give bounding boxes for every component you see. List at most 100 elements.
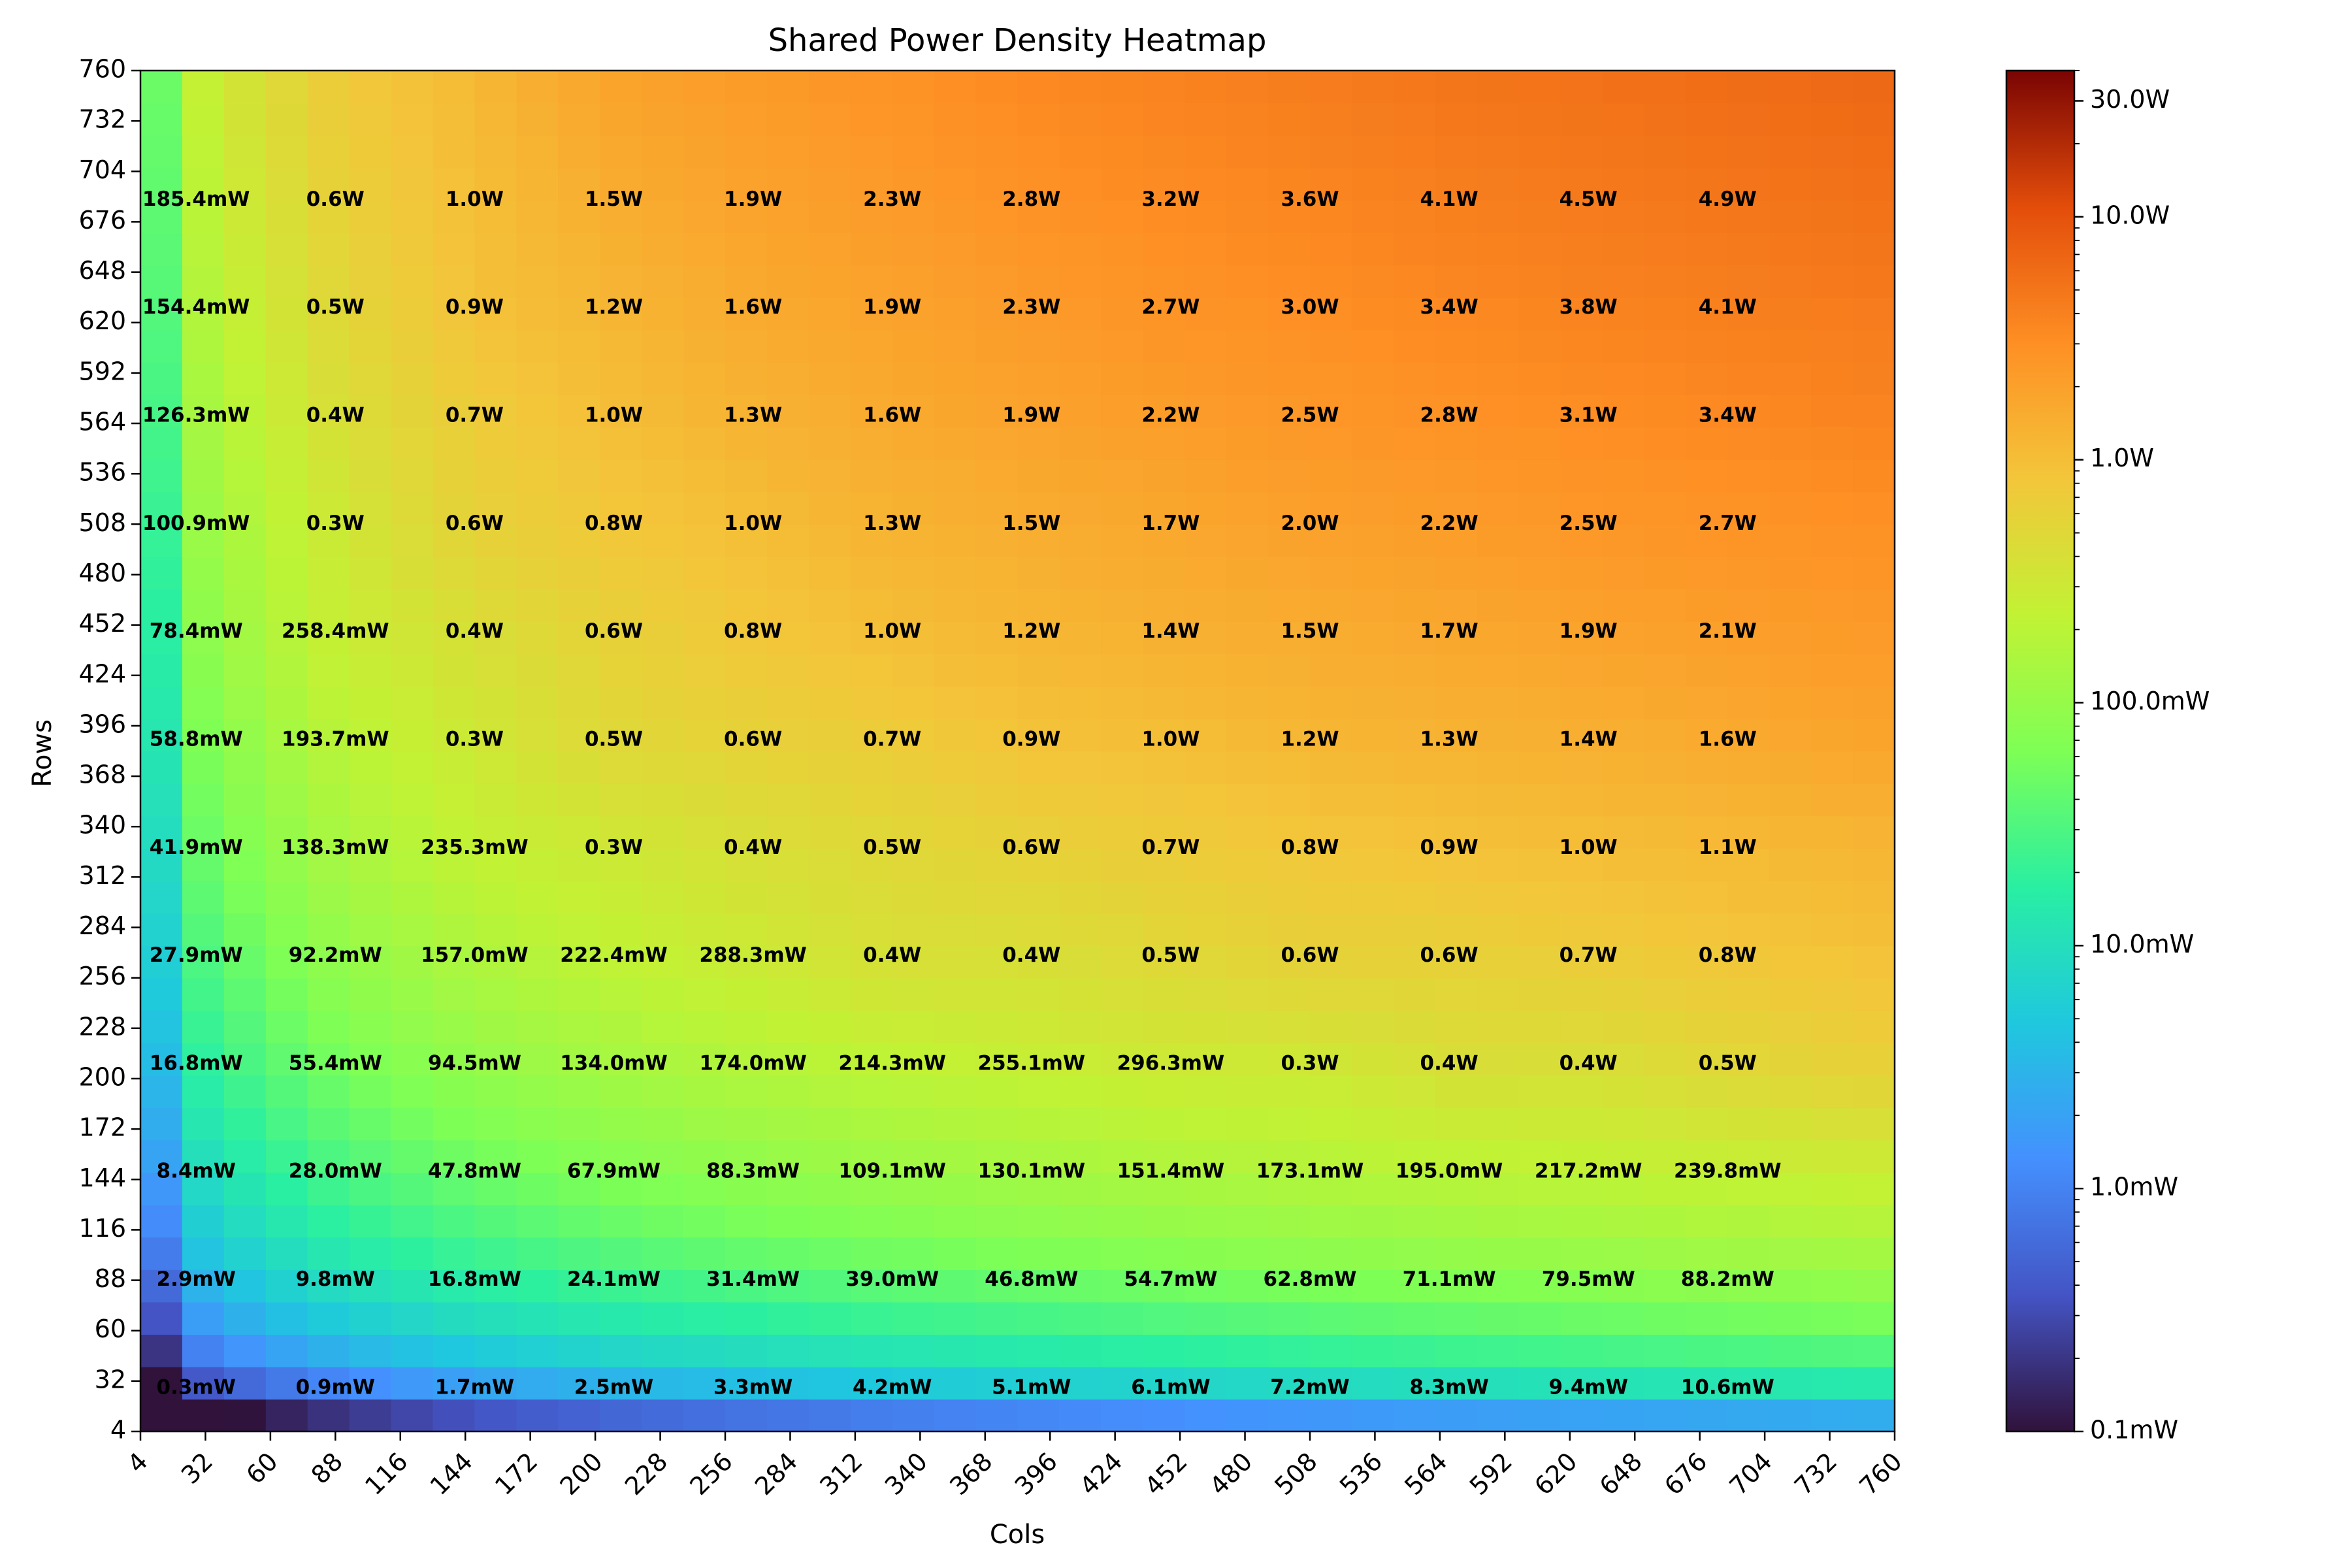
heatmap-cell bbox=[1184, 1010, 1227, 1043]
heatmap-cell bbox=[1769, 395, 1812, 428]
heatmap-cell bbox=[1686, 556, 1729, 590]
heatmap-cell bbox=[1769, 329, 1812, 363]
heatmap-cell bbox=[223, 653, 267, 687]
heatmap-cell bbox=[182, 1269, 225, 1303]
heatmap-cell bbox=[1351, 589, 1394, 622]
y-tick-label: 648 bbox=[78, 256, 126, 285]
heatmap-cell bbox=[808, 427, 851, 460]
heatmap-cell bbox=[140, 167, 183, 201]
heatmap-cell bbox=[1184, 880, 1227, 914]
heatmap-cell bbox=[1101, 71, 1144, 104]
heatmap-cell bbox=[934, 589, 977, 622]
heatmap-cell bbox=[1184, 1237, 1227, 1270]
heatmap-cell bbox=[1143, 686, 1185, 719]
x-tick-label: 396 bbox=[1009, 1447, 1063, 1501]
cell-label: 2.3W bbox=[1002, 295, 1060, 319]
cell-label: 138.3mW bbox=[282, 836, 389, 859]
heatmap-cell bbox=[683, 1010, 726, 1043]
heatmap-cell bbox=[1769, 1334, 1812, 1367]
heatmap-cell bbox=[1435, 977, 1478, 1011]
heatmap-cell bbox=[1727, 751, 1770, 784]
heatmap-cell bbox=[642, 751, 684, 784]
heatmap-cell bbox=[1602, 329, 1645, 363]
heatmap-cell bbox=[766, 265, 809, 298]
heatmap-cell bbox=[1310, 200, 1352, 233]
heatmap-cell bbox=[1393, 1399, 1436, 1432]
heatmap-cell bbox=[1059, 945, 1102, 979]
cell-label: 0.3W bbox=[1281, 1051, 1339, 1075]
heatmap-cell bbox=[1853, 329, 1895, 363]
heatmap-cell bbox=[349, 556, 392, 590]
heatmap-cell bbox=[140, 1269, 183, 1303]
heatmap-cell bbox=[766, 1010, 809, 1043]
cell-label: 0.5W bbox=[306, 295, 365, 319]
heatmap-cell bbox=[934, 1269, 977, 1303]
heatmap-cell bbox=[1310, 686, 1352, 719]
heatmap-cell bbox=[1518, 427, 1561, 460]
heatmap-cell bbox=[140, 297, 183, 331]
colorbar-tick-label: 10.0W bbox=[2090, 201, 2170, 229]
heatmap-cell bbox=[558, 621, 600, 655]
x-tick-label: 480 bbox=[1204, 1447, 1258, 1501]
heatmap-cell bbox=[1644, 167, 1687, 201]
cell-label: 1.0W bbox=[446, 188, 504, 211]
cell-label: 1.9W bbox=[1002, 404, 1060, 427]
heatmap-cell bbox=[766, 718, 809, 752]
heatmap-cell bbox=[1769, 103, 1812, 136]
cell-label: 1.3W bbox=[1420, 728, 1478, 751]
heatmap-cell bbox=[516, 1301, 559, 1335]
heatmap-cell bbox=[1477, 329, 1520, 363]
heatmap-cell bbox=[1351, 783, 1394, 817]
heatmap-cell bbox=[808, 71, 851, 104]
heatmap-cell bbox=[725, 977, 768, 1011]
heatmap-cell bbox=[1393, 135, 1436, 169]
heatmap-cell bbox=[391, 1139, 434, 1173]
heatmap-cell bbox=[223, 1042, 267, 1076]
heatmap-cell bbox=[1101, 880, 1144, 914]
heatmap-cell bbox=[1853, 1075, 1895, 1108]
heatmap-cell bbox=[850, 233, 893, 266]
heatmap-cell bbox=[223, 977, 267, 1011]
heatmap-cell bbox=[934, 167, 977, 201]
heatmap-cell bbox=[349, 1366, 392, 1400]
heatmap-cell bbox=[474, 362, 517, 395]
heatmap-cell bbox=[642, 848, 684, 881]
heatmap-cell bbox=[1727, 71, 1770, 104]
heatmap-cell bbox=[642, 459, 684, 493]
heatmap-cell bbox=[140, 653, 183, 687]
heatmap-cell bbox=[1811, 1334, 1854, 1367]
heatmap-cell bbox=[223, 621, 267, 655]
heatmap-cell bbox=[934, 653, 977, 687]
heatmap-cell bbox=[558, 1204, 600, 1238]
heatmap-cell bbox=[1059, 1269, 1102, 1303]
heatmap-cell bbox=[1560, 395, 1603, 428]
heatmap-cell bbox=[1853, 913, 1895, 946]
heatmap-cell bbox=[1351, 1366, 1394, 1400]
cell-label: 1.7W bbox=[1420, 619, 1478, 643]
heatmap-cell bbox=[1518, 1107, 1561, 1141]
heatmap-cell bbox=[975, 1010, 1019, 1043]
heatmap-cell bbox=[474, 233, 517, 266]
cell-label: 157.0mW bbox=[421, 943, 529, 967]
heatmap-cell bbox=[1686, 718, 1729, 752]
heatmap-cell bbox=[850, 815, 893, 849]
heatmap-cell bbox=[1226, 427, 1269, 460]
heatmap-cell bbox=[975, 621, 1019, 655]
cell-label: 288.3mW bbox=[699, 943, 807, 967]
heatmap-cell bbox=[474, 1301, 517, 1335]
heatmap-cell bbox=[725, 686, 768, 719]
heatmap-cell bbox=[1811, 71, 1854, 104]
heatmap-cell bbox=[1143, 1172, 1185, 1205]
heatmap-cell bbox=[391, 265, 434, 298]
heatmap-cell bbox=[1769, 362, 1812, 395]
heatmap-cell bbox=[1310, 233, 1352, 266]
heatmap-cell bbox=[1560, 913, 1603, 946]
heatmap-cell bbox=[1560, 167, 1603, 201]
heatmap-cell bbox=[1644, 1172, 1687, 1205]
heatmap-cell bbox=[892, 686, 935, 719]
heatmap-cell bbox=[975, 167, 1019, 201]
heatmap-cell bbox=[725, 427, 768, 460]
heatmap-cell bbox=[433, 913, 476, 946]
heatmap-cell bbox=[433, 686, 476, 719]
heatmap-cell bbox=[1560, 1269, 1603, 1303]
